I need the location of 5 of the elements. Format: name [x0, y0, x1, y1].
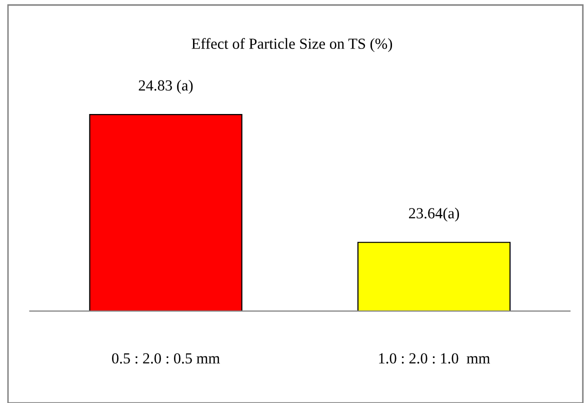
x-tick-label: 0.5 : 2.0 : 0.5 mm — [112, 353, 220, 364]
data-label: 24.83 (a) — [138, 80, 193, 94]
text: Effect of Particle Size on TS (%) — [192, 38, 392, 52]
x-tick-label: 1.0 : 2.0 : 1.0 mm — [379, 353, 490, 364]
data-label: 23.64(a) — [409, 208, 459, 222]
